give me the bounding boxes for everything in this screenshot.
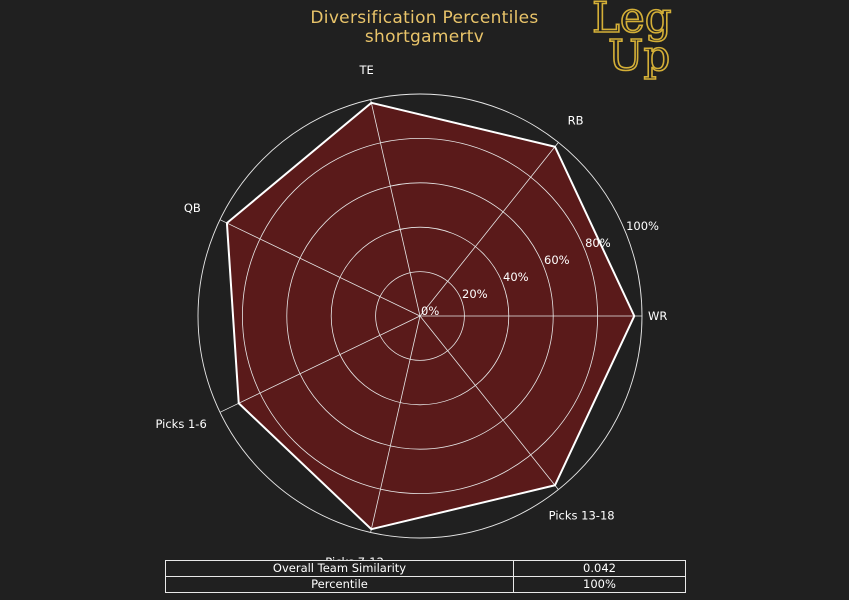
grid-spoke — [219, 219, 421, 317]
radial-tick-label: 60% — [544, 253, 570, 267]
stats-row-percentile: Percentile 100% — [165, 576, 686, 593]
stats-label: Overall Team Similarity — [165, 560, 514, 577]
radar-series-outline — [225, 101, 636, 531]
radial-tick-label: 20% — [462, 287, 488, 301]
category-label: Picks 7-12 — [325, 555, 384, 560]
chart-subtitle: shortgamertv — [364, 27, 485, 47]
logo-line-2: Up — [608, 31, 670, 80]
grid-spoke — [419, 142, 559, 317]
category-label: Picks 13-18 — [549, 509, 615, 523]
radial-tick-label: 100% — [626, 219, 659, 233]
chart-title-block: Diversification Percentiles shortgamertv — [0, 9, 849, 47]
stats-value: 0.042 — [513, 560, 686, 577]
radial-tick-label: 80% — [585, 236, 611, 250]
category-label: TE — [358, 63, 373, 77]
grid-spoke — [370, 99, 421, 317]
stats-row-similarity: Overall Team Similarity 0.042 — [165, 560, 686, 577]
grid-spoke — [370, 315, 421, 533]
stats-table: Overall Team Similarity 0.042 Percentile… — [165, 560, 686, 593]
radial-tick-label: 0% — [421, 304, 439, 318]
category-label: QB — [184, 201, 201, 215]
chart-title: Diversification Percentiles — [310, 8, 539, 28]
category-label: Picks 1-6 — [155, 417, 206, 431]
grid-spoke — [219, 315, 421, 413]
category-label: RB — [568, 113, 584, 127]
radar-chart: 0% 20% 40% 60% 80% 100% WR RB TE QB Picks 1-6 Picks… — [155, 63, 667, 560]
stats-value: 100% — [513, 576, 686, 593]
radial-tick-label: 40% — [503, 270, 529, 284]
leg-up-logo: Leg Up — [588, 0, 678, 84]
stats-label: Percentile — [165, 576, 514, 593]
category-label: WR — [648, 309, 667, 323]
grid-spoke — [419, 315, 559, 490]
logo-line-1: Leg — [592, 0, 672, 42]
